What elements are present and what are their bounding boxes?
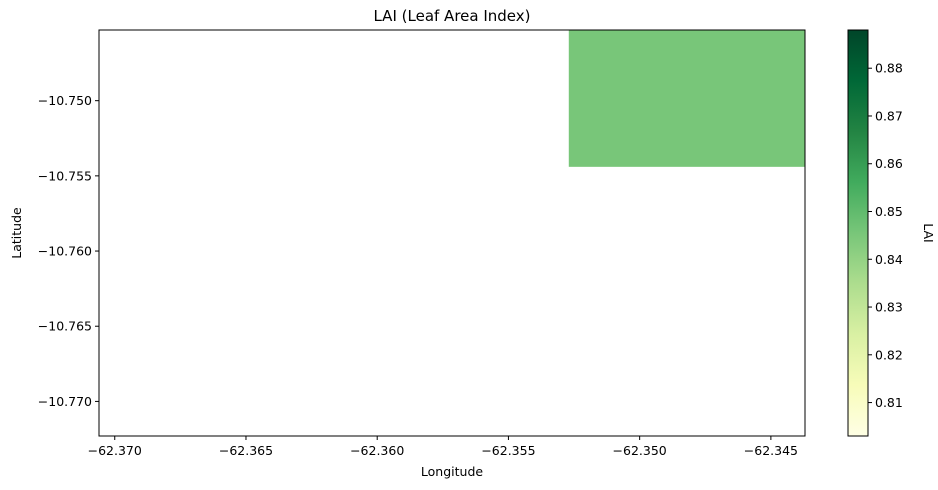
colorbar-tick-label: 0.84 [875, 252, 903, 267]
y-tick-label: −10.760 [38, 244, 92, 259]
colorbar-tick-label: 0.82 [875, 347, 903, 362]
plot-frame [98, 29, 806, 437]
x-axis-ticks: −62.370 −62.365 −62.360 −62.355 −62.350 −62.3… [88, 436, 798, 458]
colorbar-tick-label: 0.87 [875, 108, 903, 123]
chart-title: LAI (Leaf Area Index) [373, 7, 530, 25]
colorbar-tick-label: 0.86 [875, 156, 903, 171]
heatmap-cells [568, 30, 805, 167]
y-tick-label: −10.755 [38, 168, 92, 183]
colorbar: 0.81 0.82 0.83 0.84 0.85 0.86 0.87 0.88 LAI [847, 29, 936, 437]
y-tick-label: −10.750 [38, 93, 92, 108]
colorbar-tick-label: 0.85 [875, 204, 903, 219]
colorbar-ticks: 0.81 0.82 0.83 0.84 0.85 0.86 0.87 0.88 [868, 61, 903, 410]
x-tick-label: −62.355 [481, 443, 535, 458]
x-tick-label: −62.365 [219, 443, 273, 458]
colorbar-tick-label: 0.83 [875, 300, 903, 315]
x-tick-label: −62.345 [744, 443, 798, 458]
x-tick-label: −62.350 [613, 443, 667, 458]
colorbar-label: LAI [921, 223, 936, 243]
y-tick-label: −10.765 [38, 319, 92, 334]
y-tick-label: −10.770 [38, 394, 92, 409]
plot-area: −62.370 −62.365 −62.360 −62.355 −62.350 −62.3… [38, 29, 806, 458]
x-tick-label: −62.370 [88, 443, 142, 458]
colorbar-gradient [847, 29, 869, 437]
colorbar-tick-label: 0.88 [875, 61, 903, 76]
y-axis-label: Latitude [9, 207, 24, 259]
x-axis-label: Longitude [421, 464, 483, 479]
colorbar-tick-label: 0.81 [875, 395, 903, 410]
x-tick-label: −62.360 [350, 443, 404, 458]
heatmap-cell-0 [568, 30, 805, 167]
y-axis-ticks: −10.750 −10.755 −10.760 −10.765 −10.770 [38, 93, 99, 409]
